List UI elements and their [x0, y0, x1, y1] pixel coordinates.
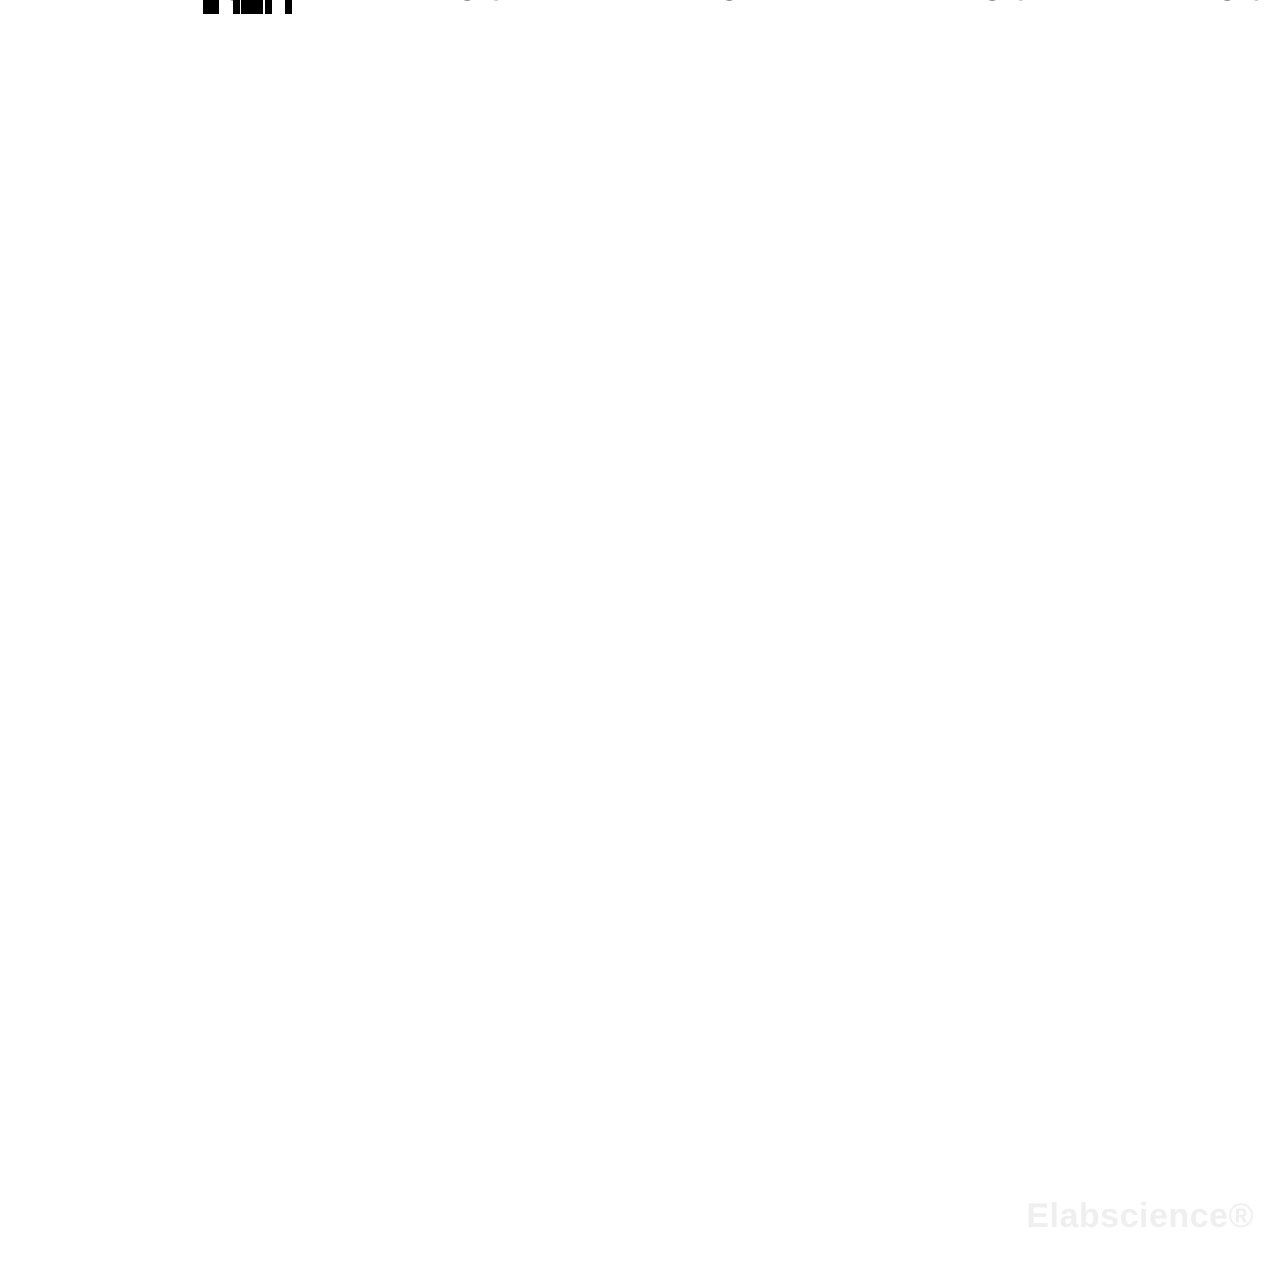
- x-tick-label: 0: [220, 0, 249, 12]
- svg-text:10: 10: [949, 0, 1007, 12]
- svg-text:5: 5: [1011, 0, 1031, 8]
- svg-text:4: 4: [748, 0, 768, 8]
- svg-text:10: 10: [686, 0, 744, 12]
- histogram-svg: 01002003000103104105106: [0, 0, 1272, 1280]
- svg-text:10: 10: [1184, 0, 1242, 12]
- svg-text:3: 3: [486, 0, 506, 8]
- chart-stage: 01002003000103104105106 Elabscience®: [0, 0, 1272, 1280]
- svg-text:10: 10: [424, 0, 482, 12]
- svg-text:6: 6: [1246, 0, 1266, 8]
